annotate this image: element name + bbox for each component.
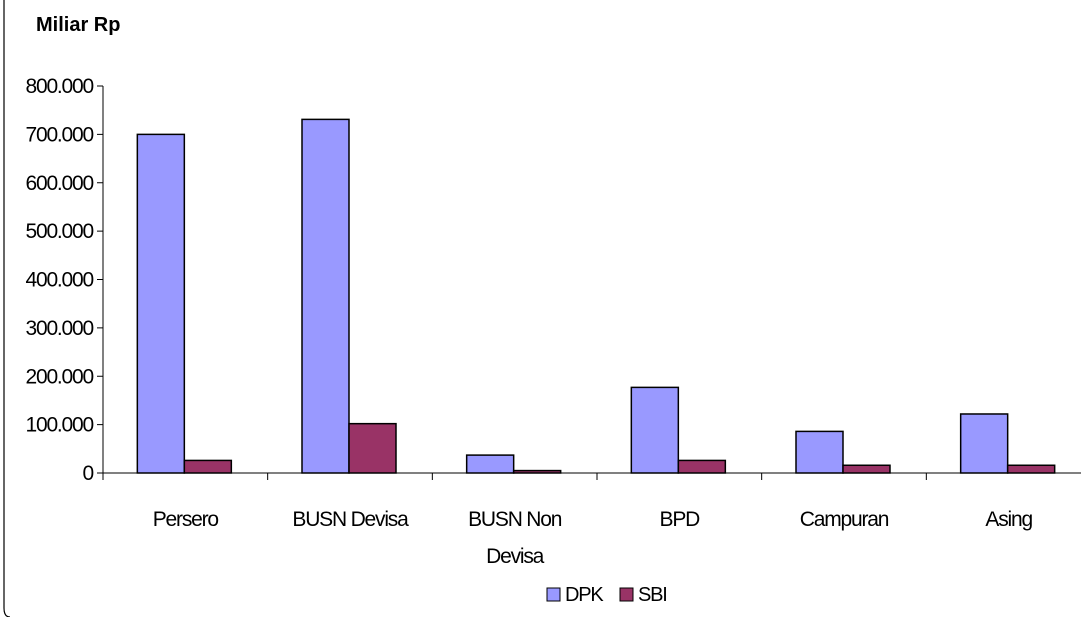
- legend-label-sbi: SBI: [638, 584, 667, 606]
- x-tick-label: Devisa: [486, 545, 545, 568]
- bar-dpk-campuran: [795, 430, 844, 474]
- bar-sbi-asing: [1006, 464, 1056, 474]
- y-tick-label: 400.000: [25, 269, 93, 292]
- bar-sbi-busn-devisa: [348, 422, 397, 474]
- x-tick-label: Asing: [985, 508, 1032, 531]
- bar-dpk-persero: [136, 133, 186, 474]
- bar-dpk-busn-devisa: [301, 118, 350, 474]
- y-tick-label: 700.000: [25, 123, 93, 146]
- bar-sbi-persero: [183, 459, 233, 474]
- y-axis-unit-label: Miliar Rp: [36, 14, 120, 36]
- bar-sbi-busn-non-devisa: [512, 469, 562, 474]
- x-tick-label: Persero: [153, 508, 219, 531]
- x-tick-label: BUSN Devisa: [292, 508, 409, 531]
- chart-border: [3, 0, 11, 618]
- legend-label-dpk: DPK: [565, 584, 604, 606]
- legend-swatch-sbi: [619, 587, 634, 602]
- bar-sbi-campuran: [842, 464, 891, 474]
- y-tick-label: 200.000: [25, 365, 93, 388]
- x-tick-label: BUSN Non: [468, 508, 562, 531]
- y-tick-label: 500.000: [25, 220, 93, 243]
- y-tick-label: 100.000: [25, 414, 93, 437]
- x-tick-label: Campuran: [800, 508, 889, 531]
- y-tick-label: 0: [83, 462, 94, 485]
- y-tick-label: 300.000: [25, 317, 93, 340]
- x-tick-label: BPD: [660, 508, 701, 531]
- bar-dpk-bpd: [630, 386, 680, 474]
- legend-swatch-dpk: [546, 587, 561, 602]
- y-tick-label: 600.000: [25, 172, 93, 195]
- bar-sbi-bpd: [677, 459, 727, 474]
- bar-dpk-busn-non-devisa: [465, 454, 515, 474]
- y-tick-label: 800.000: [25, 75, 93, 98]
- bar-dpk-asing: [959, 413, 1009, 474]
